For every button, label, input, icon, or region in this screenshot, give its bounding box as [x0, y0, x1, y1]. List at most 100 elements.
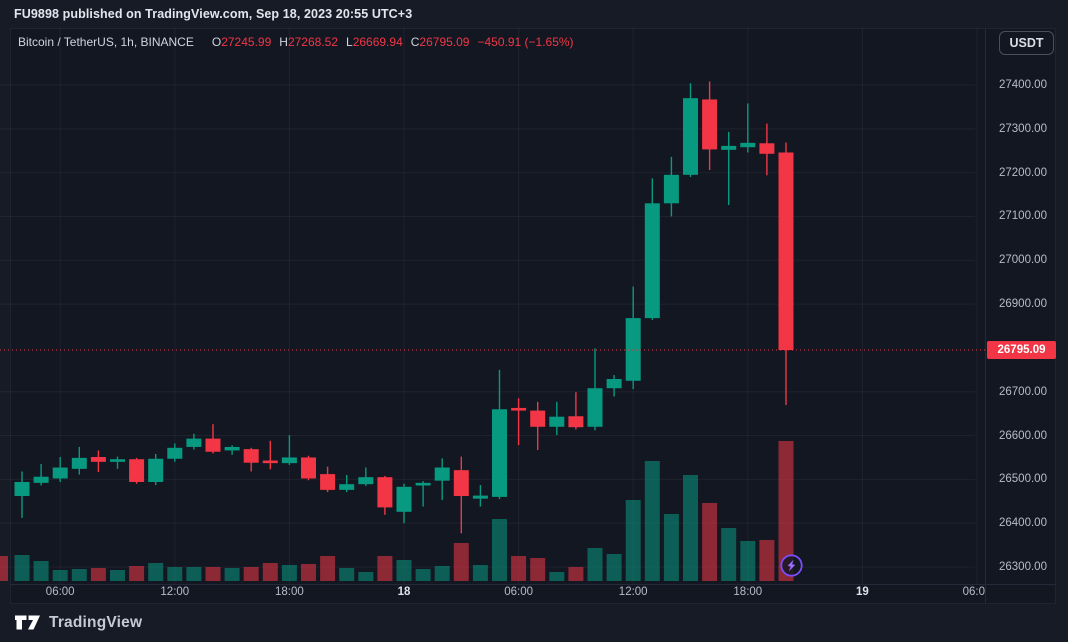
candle-body [415, 482, 431, 486]
price-tick-label: 26400.00 [999, 517, 1047, 530]
volume-bar [492, 519, 507, 581]
volume-bar [224, 568, 240, 581]
price-tick-label: 26600.00 [999, 429, 1047, 442]
volume-bar [434, 566, 450, 581]
candle-body [568, 416, 584, 428]
candle-body [396, 486, 412, 512]
price-tick-label: 27300.00 [999, 122, 1047, 135]
candlestick-chart[interactable] [0, 28, 985, 584]
price-tick-label: 27100.00 [999, 210, 1047, 223]
price-tick-label: 26500.00 [999, 473, 1047, 486]
candle-body [453, 470, 469, 497]
candle-body [262, 460, 278, 464]
ohlc-item: C26795.09 [410, 35, 470, 49]
volume-bar [511, 556, 527, 581]
volume-bar [320, 556, 336, 581]
candle-body [281, 457, 297, 464]
price-tick-label: 26700.00 [999, 385, 1047, 398]
candle-wick [747, 103, 749, 153]
volume-bar [740, 541, 756, 581]
candle-body [434, 467, 450, 481]
candle-body [339, 484, 355, 490]
tradingview-logo-icon [15, 615, 40, 630]
candle-body [129, 459, 145, 482]
candle-body [110, 459, 125, 462]
volume-bar [683, 475, 698, 581]
volume-bar [33, 561, 49, 581]
price-tick-label: 27000.00 [999, 254, 1047, 267]
volume-bar [759, 540, 775, 581]
candle-body [702, 99, 718, 150]
candle-body [472, 495, 488, 499]
price-tick-label: 26900.00 [999, 298, 1047, 311]
candle-body [224, 446, 240, 451]
time-tick-label: 19 [855, 586, 869, 598]
volume-bar [14, 555, 30, 581]
volume-bar [52, 570, 68, 581]
volume-bar [396, 560, 412, 581]
time-tick-label: 18 [397, 586, 411, 598]
price-tick-label: 26300.00 [999, 561, 1047, 573]
tradingview-logo-text: TradingView [49, 613, 143, 631]
volume-bar [148, 563, 164, 581]
candle-body [625, 318, 641, 381]
candle-wick [288, 435, 291, 465]
candle-body [186, 438, 202, 447]
volume-bar [530, 558, 546, 581]
volume-bar [90, 568, 106, 581]
candle-body [167, 447, 183, 459]
volume-bar-partial [0, 556, 8, 581]
candle-wick [422, 481, 424, 507]
candle-body [606, 379, 622, 389]
price-tick-label: 27200.00 [999, 166, 1047, 179]
time-tick-label: 12:00 [160, 586, 190, 598]
candle-body [683, 98, 698, 175]
time-tick-label: 18:00 [733, 586, 763, 598]
volume-bar [167, 567, 183, 581]
lightning-bolt-icon [780, 554, 803, 577]
volume-bar [243, 567, 259, 581]
volume-bar [549, 572, 565, 581]
price-axis[interactable]: 27400.00 27300.00 27200.00 27100.00 27000.00… [986, 28, 1056, 584]
volume-bar [205, 567, 221, 581]
time-tick-label: 06:00 [504, 586, 533, 598]
candle-wick [116, 456, 119, 469]
candle-body [301, 457, 316, 479]
candle-body [492, 409, 507, 497]
tradingview-logo[interactable]: TradingView [14, 613, 142, 632]
candle-body [530, 410, 546, 427]
candle-body [14, 481, 30, 497]
time-axis[interactable]: 06:00 12:00 18:00 18 06:00 12:00 18:00 19 06:00 [10, 585, 985, 603]
volume-bar [606, 554, 622, 581]
candle-body [148, 458, 164, 482]
ohlc-values: O27245.99 H27268.52 L26669.94 C26795.09 [204, 35, 470, 49]
flash-boost-button[interactable] [779, 553, 804, 578]
volume-bar [587, 548, 603, 581]
time-axis-divider [10, 584, 1056, 585]
candle-body [549, 416, 565, 427]
currency-toggle-button[interactable]: USDT [999, 31, 1054, 55]
volume-bar [663, 514, 679, 581]
candle-body [358, 477, 374, 485]
price-axis-divider [985, 28, 986, 604]
candle-body [320, 474, 336, 490]
candle-wick [40, 464, 42, 486]
candle-body [377, 477, 393, 508]
volume-bar [129, 566, 145, 581]
candle-body [205, 438, 221, 452]
candle-body [740, 142, 756, 148]
symbol-title[interactable]: Bitcoin / TetherUS, 1h, BINANCE [18, 35, 194, 49]
candle-body [71, 457, 87, 469]
volume-bar [186, 567, 202, 581]
volume-bar [358, 572, 374, 581]
volume-bar [339, 568, 355, 581]
time-tick-label: 12:00 [618, 586, 648, 598]
volume-bar [301, 564, 316, 581]
volume-bar [377, 556, 393, 581]
candle-wick [575, 392, 577, 430]
candle-body [33, 476, 49, 483]
ohlc-item: O27245.99 [211, 35, 272, 49]
volume-bar [453, 543, 469, 581]
candle-body [90, 457, 106, 462]
price-tick-label: 27400.00 [999, 79, 1047, 91]
